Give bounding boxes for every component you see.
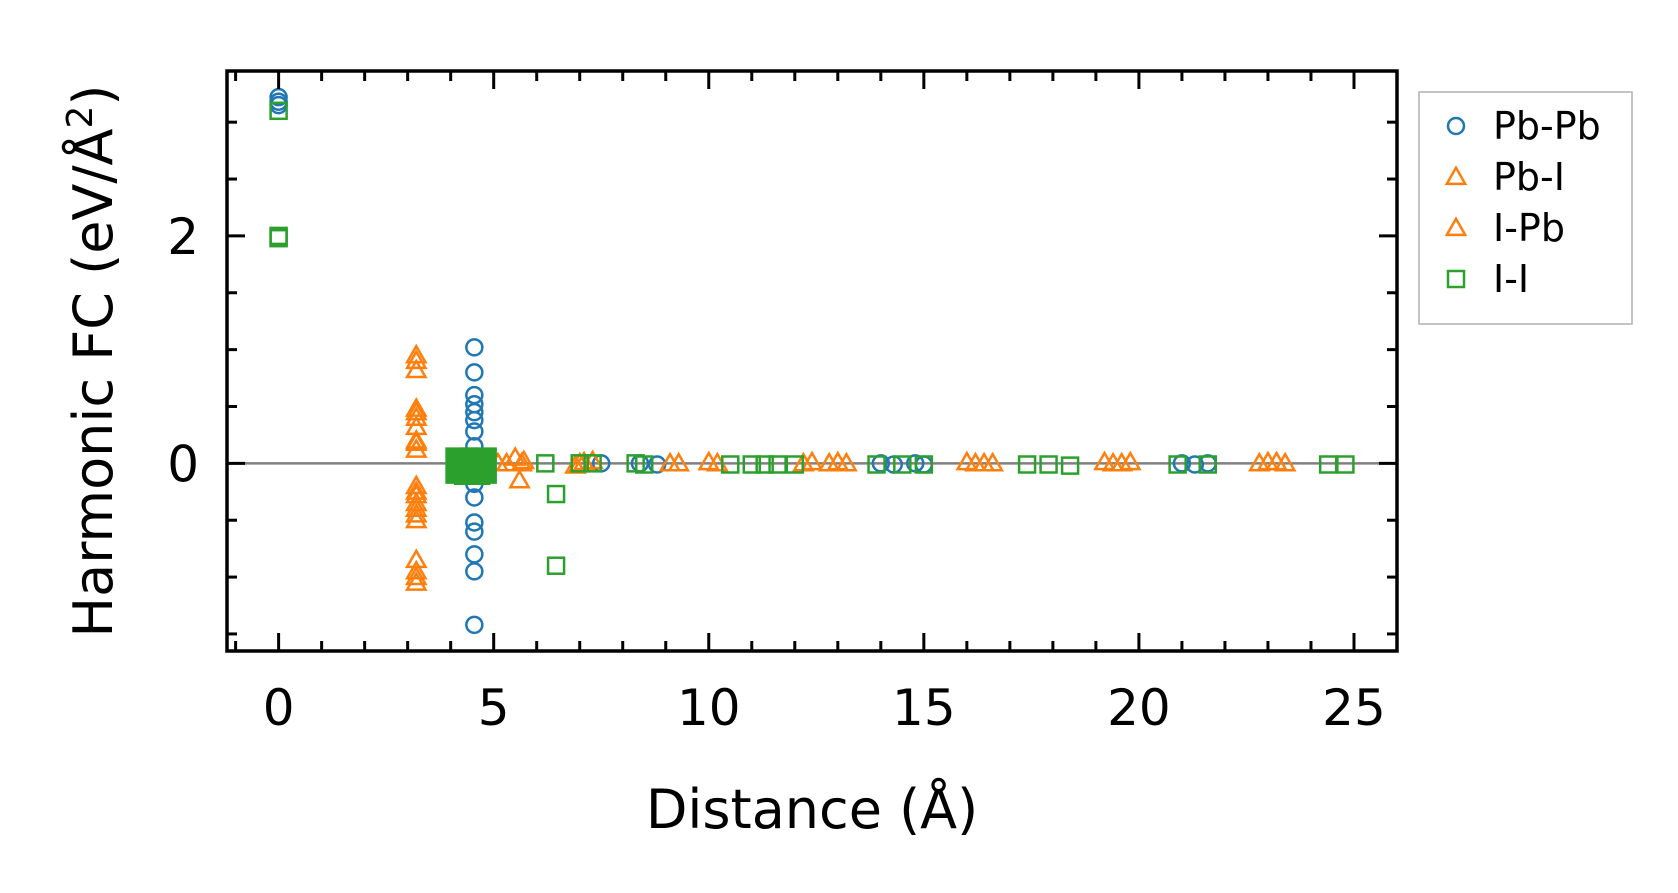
- data-point: [404, 406, 428, 427]
- data-point: [465, 615, 484, 635]
- data-point: [404, 349, 428, 370]
- data-point: [1198, 455, 1217, 474]
- data-point: [546, 484, 566, 504]
- data-point: [269, 101, 288, 121]
- data-point: [1118, 450, 1142, 471]
- data-point: [465, 363, 484, 382]
- axes-frame: [225, 69, 1399, 653]
- data-point: [914, 455, 934, 474]
- x-axis-label: Distance (Å): [646, 777, 978, 841]
- data-point: [465, 513, 484, 532]
- x-tick-label: 20: [1107, 679, 1171, 737]
- y-tick-labels: 02: [167, 208, 199, 493]
- data-point: [583, 454, 602, 473]
- axis-ticks: [227, 71, 1399, 651]
- data-point: [546, 556, 566, 575]
- data-point: [404, 508, 428, 529]
- data-point: [465, 402, 484, 422]
- legend-marker: [1446, 116, 1466, 136]
- legend-label: I-I: [1493, 257, 1529, 301]
- data-point: [972, 451, 996, 472]
- legend-marker: [1444, 165, 1468, 186]
- data-point: [742, 455, 762, 474]
- series-i-i: [269, 101, 1355, 575]
- x-tick-labels: 0 5 10 15 20 25: [263, 679, 1386, 737]
- data-point: [721, 455, 740, 474]
- data-point: [404, 571, 428, 591]
- x-tick-label: 15: [892, 679, 956, 737]
- series-highlight-4: [445, 447, 497, 486]
- legend-label: Pb-Pb: [1493, 104, 1601, 148]
- data-point: [404, 497, 428, 517]
- data-point: [658, 451, 682, 472]
- data-point: [755, 455, 774, 474]
- legend-marker: [1444, 216, 1468, 237]
- y-tick-label: 2: [167, 208, 199, 266]
- data-point: [404, 559, 428, 580]
- data-point: [404, 565, 428, 586]
- data-point: [465, 562, 484, 581]
- y-axis-label-close: ): [62, 85, 125, 106]
- legend: Pb-Pb Pb-I I-Pb I-I: [1418, 91, 1633, 325]
- data-point: [508, 468, 531, 489]
- data-point: [465, 338, 484, 357]
- y-axis-label-main: Harmonic FC (eV/Å: [61, 128, 125, 637]
- data-point: [465, 522, 484, 541]
- data-point: [510, 451, 534, 472]
- legend-marker: [1446, 269, 1466, 289]
- data-point: [465, 545, 484, 564]
- data-point: [404, 400, 428, 421]
- x-tick-label: 5: [478, 679, 510, 737]
- data-point: [404, 428, 428, 449]
- data-point: [1168, 455, 1187, 474]
- y-tick-label: 0: [167, 435, 199, 493]
- series-pb-i: [404, 343, 1297, 591]
- y-axis-label-superscript: 2: [60, 106, 101, 129]
- data-point: [465, 410, 484, 430]
- data-point: [826, 450, 850, 471]
- data-point: [1101, 451, 1125, 472]
- y-axis-label: Harmonic FC (eV/Å2): [60, 85, 125, 638]
- data-points: [269, 87, 1355, 635]
- x-tick-label: 0: [263, 679, 295, 737]
- data-point: [1039, 455, 1058, 474]
- x-tick-label: 10: [677, 679, 741, 737]
- data-point: [1265, 450, 1288, 471]
- data-point: [1060, 456, 1080, 475]
- x-tick-label: 25: [1322, 679, 1386, 737]
- data-point: [495, 451, 518, 472]
- legend-label: I-Pb: [1493, 206, 1565, 250]
- series-i-pb: [404, 349, 1288, 580]
- data-point: [1017, 455, 1037, 474]
- legend-box: [1418, 91, 1633, 325]
- data-point: [634, 455, 654, 474]
- data-point: [269, 228, 288, 248]
- data-point: [570, 454, 589, 473]
- data-point: [536, 454, 555, 473]
- data-point: [893, 455, 912, 474]
- data-point: [465, 488, 484, 507]
- data-point: [785, 455, 805, 474]
- legend-label: Pb-I: [1493, 155, 1565, 199]
- data-point: [1336, 455, 1355, 474]
- data-point: [460, 447, 497, 484]
- data-point: [867, 455, 886, 474]
- data-point: [404, 502, 428, 523]
